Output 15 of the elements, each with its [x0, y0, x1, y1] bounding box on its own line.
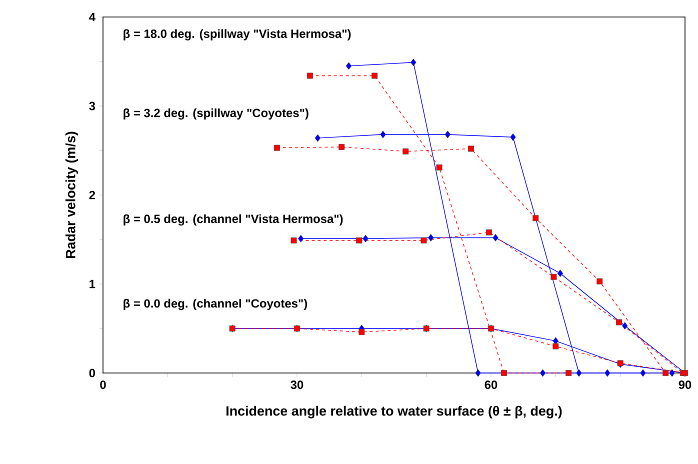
- annotation: β = 3.2 deg. (spillway "Coyotes"): [124, 108, 308, 120]
- x-tick-label: 0: [100, 380, 106, 389]
- x-tick-label: 60: [484, 380, 498, 389]
- y-tick-label: 2: [89, 190, 96, 200]
- y-tick-label: 1: [90, 280, 96, 288]
- y-tick-label: 3: [89, 102, 96, 110]
- y-tick-label: 4: [89, 12, 96, 22]
- x-axis-title: Incidence angle relative to water surface (θ ± β, deg.): [226, 406, 562, 418]
- annotation: β = 0.0 deg. (channel "Coyotes"): [124, 298, 308, 310]
- annotation: β = 0.5 deg. (channel "Vista Hermosa"): [124, 214, 343, 226]
- y-tick-label: 0: [89, 368, 95, 378]
- x-tick-label: 30: [290, 380, 304, 390]
- y-axis-title: Radar velocity (m/s): [65, 132, 78, 258]
- annotation: β = 18.0 deg. (spillway "Vista Hermosa"): [124, 29, 351, 40]
- x-tick-label: 90: [678, 380, 692, 389]
